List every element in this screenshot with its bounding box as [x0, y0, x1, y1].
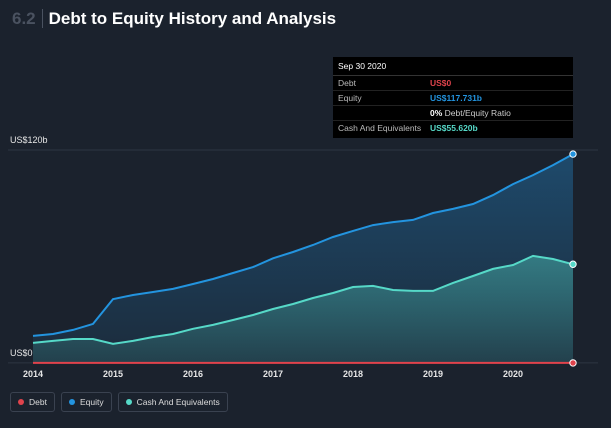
tooltip-value: US$0: [430, 78, 452, 88]
legend-label: Cash And Equivalents: [136, 397, 220, 407]
x-tick-label: 2019: [423, 369, 443, 379]
tooltip-row: Equity US$117.731b: [333, 91, 573, 106]
end-point: [569, 150, 577, 158]
legend-swatch: [68, 399, 75, 405]
x-tick-label: 2018: [343, 369, 363, 379]
x-tick-label: 2016: [183, 369, 203, 379]
tooltip-row: Cash And Equivalents US$55.620b: [333, 121, 573, 135]
tooltip: Sep 30 2020 Debt US$0 Equity US$117.731b 0…: [333, 57, 573, 138]
legend-button[interactable]: Equity: [60, 392, 112, 412]
legend-swatch: [125, 399, 132, 405]
x-tick-label: 2014: [23, 369, 43, 379]
tooltip-row: 0% Debt/Equity Ratio: [333, 106, 573, 121]
tooltip-value: US$117.731b: [430, 93, 482, 103]
area: [33, 255, 573, 363]
legend-swatch: [18, 399, 24, 405]
x-tick-label: 2015: [103, 369, 123, 379]
legend-button[interactable]: Debt: [10, 392, 55, 412]
x-tick-label: 2020: [503, 369, 523, 379]
legend-button[interactable]: Cash And Equivalents: [117, 392, 228, 412]
end-point: [569, 260, 577, 268]
tooltip-ratio: 0% Debt/Equity Ratio: [430, 108, 511, 118]
tooltip-label: Debt: [338, 78, 356, 88]
title-bar: 6.2 Debt to Equity History and Analysis: [12, 9, 336, 29]
tooltip-value: US$55.620b: [430, 123, 478, 133]
chart-title: Debt to Equity History and Analysis: [48, 9, 337, 28]
line: [32, 254, 574, 345]
tooltip-row: Debt US$0: [333, 76, 573, 91]
legend-label: Equity: [79, 397, 104, 407]
legend: Debt Equity Cash And Equivalents: [10, 392, 228, 412]
ratio-label: Debt/Equity Ratio: [444, 108, 511, 118]
tooltip-date: Sep 30 2020: [333, 61, 573, 76]
legend-label: Debt: [29, 397, 47, 407]
y-tick-label: US$120b: [10, 135, 48, 145]
x-tick-label: 2017: [263, 369, 283, 379]
y-tick-label: US$0: [10, 348, 33, 358]
section-number: 6.2: [12, 9, 43, 28]
tooltip-label: Equity: [338, 93, 362, 103]
tooltip-label: Cash And Equivalents: [338, 123, 422, 133]
ratio-value: 0%: [430, 108, 443, 118]
end-point: [569, 359, 577, 367]
line: [32, 153, 574, 337]
